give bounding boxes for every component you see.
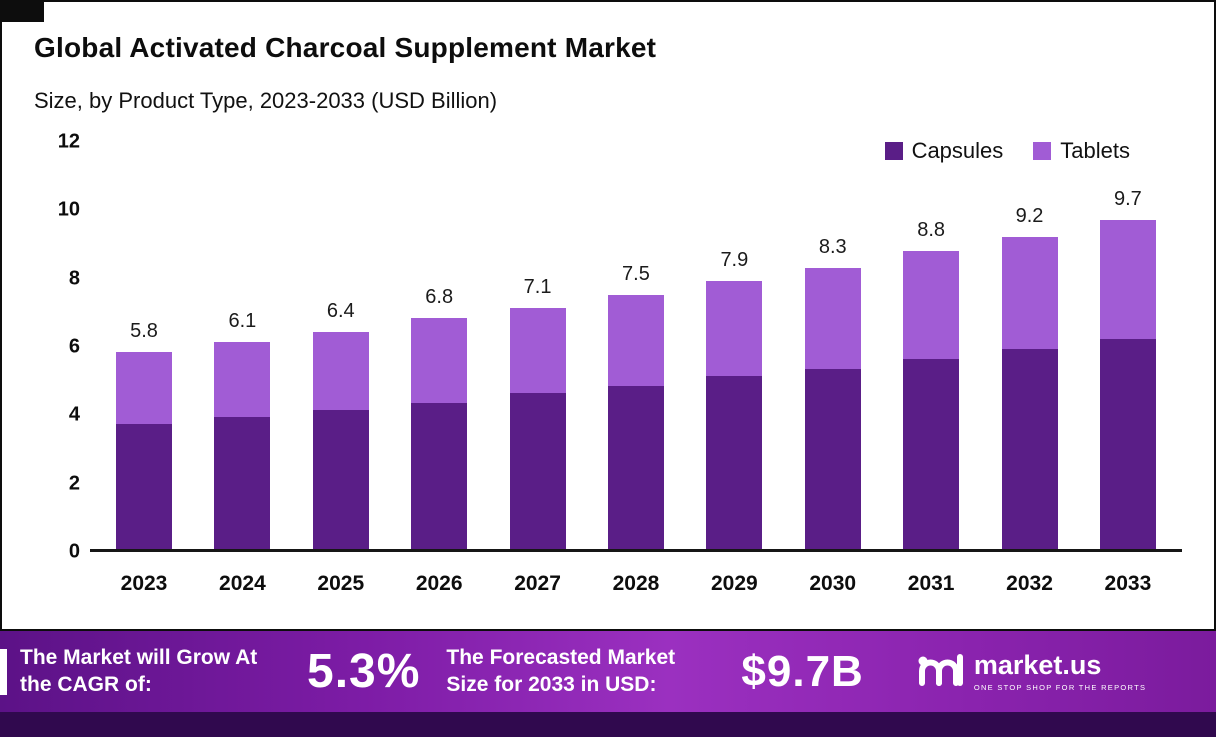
bar-value-label: 9.2 <box>1015 204 1044 227</box>
bar-segment-capsules-2029 <box>706 376 763 549</box>
bar-group-2033: 9.7 <box>1099 142 1156 549</box>
bar-group-2029: 7.9 <box>706 142 763 549</box>
bar-segment-tablets-2029 <box>706 281 763 377</box>
bar-value-label: 7.9 <box>720 249 749 272</box>
forecast-label: The Forecasted Market Size for 2033 in U… <box>446 646 676 696</box>
corner-decoration <box>2 2 44 22</box>
brand-name: market.us <box>973 649 1102 680</box>
cagr-value: 5.3% <box>307 645 421 698</box>
plot-area: 5.8 6.1 6.4 6.8 7.1 7.5 7.9 8.3 8.8 9.2 9.7 <box>90 142 1182 552</box>
legend-label-tablets: Tablets <box>1060 138 1130 163</box>
bar-group-2031: 8.8 <box>903 142 960 549</box>
bar-value-label: 8.8 <box>917 218 946 241</box>
bar-group-2023: 5.8 <box>116 142 172 549</box>
market-us-logo-icon <box>916 651 964 692</box>
bar-segment-tablets-2025 <box>312 331 369 410</box>
bar-segment-tablets-2026 <box>411 318 468 404</box>
bar-segment-tablets-2027 <box>509 308 566 393</box>
cagr-label: The Market will Grow At the CAGR of: <box>20 646 258 696</box>
chart-title: Global Activated Charcoal Supplement Mar… <box>34 32 657 63</box>
x-tick-label-2025: 2025 <box>317 572 365 595</box>
x-tick-label-2032: 2032 <box>1006 572 1053 595</box>
y-tick-label: 6 <box>68 335 80 358</box>
bar-segment-capsules-2031 <box>903 359 960 549</box>
x-tick-label-2031: 2031 <box>907 572 955 595</box>
legend-label-capsules: Capsules <box>911 138 1004 163</box>
bar-segment-capsules-2033 <box>1099 338 1156 549</box>
x-axis: 2023 2024 2025 2026 2027 2028 2029 2030 2031 2032… <box>90 572 1182 596</box>
banner-left-notch <box>0 649 7 695</box>
forecast-value: $9.7B <box>741 646 864 696</box>
brand-tagline: ONE STOP SHOP FOR THE REPORTS <box>973 682 1147 692</box>
bar-segment-tablets-2024 <box>214 342 271 417</box>
x-tick-label-2026: 2026 <box>415 572 463 595</box>
bar-segment-tablets-2028 <box>607 294 664 387</box>
bar-group-2028: 7.5 <box>607 142 664 549</box>
bar-segment-capsules-2026 <box>411 403 468 549</box>
bar-value-label: 7.5 <box>622 262 650 285</box>
bar-value-label: 7.1 <box>523 276 552 299</box>
bar-value-label: 5.8 <box>130 320 158 343</box>
y-tick-label: 8 <box>68 267 80 290</box>
bars-container: 5.8 6.1 6.4 6.8 7.1 7.5 7.9 8.3 8.8 9.2 9.7 <box>90 142 1182 549</box>
x-tick-label-2030: 2030 <box>809 572 857 595</box>
bar-group-2027: 7.1 <box>509 142 566 549</box>
x-tick-label-2027: 2027 <box>514 572 561 595</box>
bar-segment-capsules-2030 <box>804 369 861 549</box>
y-tick-label: 0 <box>68 540 80 563</box>
footer-banner: The Market will Grow At the CAGR of: 5.3… <box>0 631 1216 712</box>
x-tick-label-2028: 2028 <box>612 572 660 595</box>
bar-group-2024: 6.1 <box>214 142 271 549</box>
bar-segment-tablets-2031 <box>903 250 960 360</box>
brand-logo: market.us ONE STOP SHOP FOR THE REPORTS <box>916 651 1146 692</box>
bar-value-label: 6.1 <box>228 310 257 333</box>
y-tick-label: 12 <box>57 130 80 153</box>
x-tick-label-2024: 2024 <box>219 572 266 595</box>
bar-value-label: 9.7 <box>1114 188 1142 211</box>
legend-item-capsules: Capsules <box>884 138 1004 164</box>
bar-segment-capsules-2023 <box>116 423 172 549</box>
y-tick-label: 4 <box>68 403 80 426</box>
bar-value-label: 8.3 <box>818 235 847 258</box>
bar-segment-capsules-2032 <box>1001 348 1058 549</box>
legend-swatch-capsules <box>884 142 903 160</box>
chart-panel: Global Activated Charcoal Supplement Mar… <box>0 0 1216 631</box>
bar-segment-tablets-2023 <box>116 352 172 424</box>
bar-segment-tablets-2030 <box>804 267 861 370</box>
y-tick-label: 10 <box>57 198 80 221</box>
bar-segment-capsules-2025 <box>312 409 369 549</box>
brand-text: market.us ONE STOP SHOP FOR THE REPORTS <box>973 649 1147 692</box>
bar-segment-tablets-2032 <box>1001 236 1058 349</box>
bottom-strip <box>0 712 1216 737</box>
bar-value-label: 6.4 <box>326 299 355 322</box>
bar-segment-capsules-2028 <box>607 386 664 549</box>
chart-subtitle: Size, by Product Type, 2023-2033 (USD Bi… <box>34 88 498 113</box>
bar-segment-capsules-2027 <box>509 392 566 549</box>
bar-group-2026: 6.8 <box>411 142 468 549</box>
legend-item-tablets: Tablets <box>1033 138 1130 164</box>
bar-value-label: 6.8 <box>425 286 454 309</box>
bar-group-2025: 6.4 <box>312 142 369 549</box>
bar-segment-tablets-2033 <box>1099 220 1156 339</box>
x-tick-label-2023: 2023 <box>120 572 168 595</box>
bar-group-2030: 8.3 <box>804 142 861 549</box>
legend-swatch-tablets <box>1033 142 1052 160</box>
y-axis: 0 2 4 6 8 10 12 <box>30 131 80 563</box>
y-tick-label: 2 <box>68 472 80 495</box>
chart-legend: Capsules Tablets <box>884 138 1130 164</box>
bar-segment-capsules-2024 <box>214 416 271 549</box>
x-tick-label-2029: 2029 <box>710 572 758 595</box>
x-tick-label-2033: 2033 <box>1104 572 1152 595</box>
bar-group-2032: 9.2 <box>1001 142 1058 549</box>
